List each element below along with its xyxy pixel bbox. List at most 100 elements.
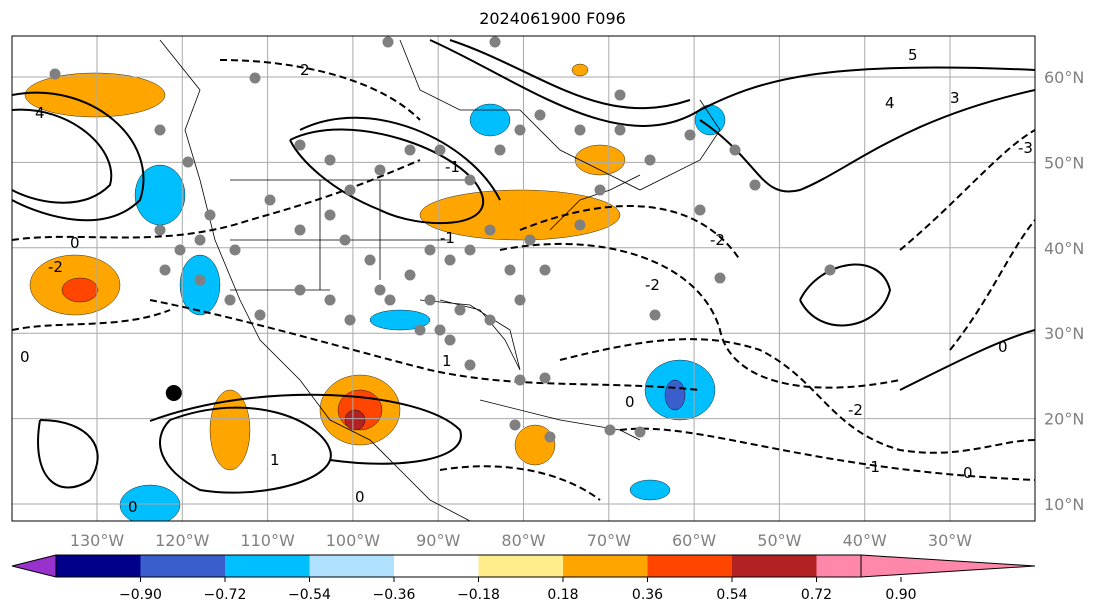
colorbar: −0.90 −0.72 −0.54 −0.36 −0.18 0.18 0.36 0.54 0.7… (11, 554, 1036, 603)
contour-label: 0 (128, 498, 138, 516)
contour-solid (429, 39, 1035, 127)
station-dot (324, 294, 336, 306)
colorbar-segment (732, 555, 817, 577)
contour-label: -2 (848, 401, 863, 419)
colorbar-segment (56, 555, 141, 577)
station-dot (574, 124, 586, 136)
station-dot (404, 144, 416, 156)
shaded-region (574, 144, 626, 176)
colorbar-tick-label: −0.54 (288, 587, 331, 603)
station-dot (424, 244, 436, 256)
station-dot (534, 109, 546, 121)
latitude-label: 10°N (1044, 495, 1084, 514)
contour-solid (12, 91, 145, 222)
station-dot (364, 254, 376, 266)
colorbar-tick-label: −0.90 (119, 587, 162, 603)
station-dot (324, 154, 336, 166)
station-dot (509, 419, 521, 431)
colorbar-extend-high (860, 554, 1036, 578)
colorbar-extend-low (11, 554, 57, 578)
longitude-label: 90°W (416, 531, 460, 550)
station-dot (294, 139, 306, 151)
colorbar-segment (309, 555, 394, 577)
shaded-region (209, 389, 251, 471)
longitude-label: 80°W (501, 531, 545, 550)
station-dot (644, 154, 656, 166)
contour-label: 1 (442, 352, 452, 370)
colorbar-tick-label: −0.36 (373, 587, 416, 603)
station-dot (434, 324, 446, 336)
contour-label: 2 (300, 61, 310, 79)
latitude-label: 50°N (1044, 153, 1084, 172)
shaded-region (664, 379, 686, 411)
station-dot (49, 68, 61, 80)
colorbar-segment (478, 555, 563, 577)
contour-label: -1 (440, 229, 455, 247)
station-dot (264, 194, 276, 206)
anomaly-shading (24, 63, 726, 521)
station-dot (294, 284, 306, 296)
station-dot (339, 234, 351, 246)
contour-label: 0 (70, 234, 80, 252)
colorbar-frame (55, 554, 862, 578)
plot-title: 2024061900 F096 (479, 9, 626, 28)
colorbar-segment (394, 555, 479, 577)
shaded-region (344, 409, 366, 431)
station-dot (454, 304, 466, 316)
contour-label: -2 (48, 258, 63, 276)
station-dot (594, 184, 606, 196)
station-dot (182, 156, 194, 168)
colorbar-segment (647, 555, 732, 577)
shaded-region (119, 484, 181, 521)
shaded-region (469, 103, 511, 137)
latitude-labels: 60°N 50°N 40°N 30°N 20°N 10°N (1044, 68, 1084, 514)
station-dot (384, 294, 396, 306)
station-dot (194, 234, 206, 246)
colorbar-tick-label: 0.36 (632, 587, 663, 603)
contour-label: -1 (865, 458, 880, 476)
station-dot (749, 179, 761, 191)
shaded-region (61, 277, 99, 303)
station-dot (249, 72, 261, 84)
station-dot (484, 314, 496, 326)
contour-solid (37, 419, 99, 489)
shaded-region (419, 189, 621, 241)
station-dot (684, 129, 696, 141)
station-dot (344, 314, 356, 326)
contour-labels: 2 0 -2 4 -1 -1 4 3 5 -3 -2 -2 1 0 0 1 0 -2 -1 0 0 0 (20, 46, 1033, 516)
station-dot (574, 219, 586, 231)
station-dot (539, 372, 551, 384)
station-dot (824, 264, 836, 276)
longitude-label: 100°W (326, 531, 381, 550)
contour-label: 4 (885, 94, 895, 112)
station-dot (544, 431, 556, 443)
station-dot (714, 272, 726, 284)
shaded-region (514, 424, 556, 466)
latitude-label: 40°N (1044, 239, 1084, 258)
station-dot (434, 144, 446, 156)
station-dot (159, 264, 171, 276)
longitude-label: 130°W (70, 531, 125, 550)
colorbar-tick-label: 0.54 (716, 587, 747, 603)
station-dot (614, 89, 626, 101)
contour-dashed (899, 129, 1035, 251)
contour-label: -2 (710, 231, 725, 249)
station-dot (294, 224, 306, 236)
contour-label: -2 (645, 276, 660, 294)
station-dot (154, 224, 166, 236)
contour-solid (159, 406, 332, 494)
longitude-label: 110°W (240, 531, 295, 550)
shaded-region (369, 309, 431, 331)
station-dot (694, 204, 706, 216)
station-dot (374, 284, 386, 296)
longitude-label: 50°W (757, 531, 801, 550)
station-dot (539, 264, 551, 276)
station-dot (414, 324, 426, 336)
station-dot (489, 36, 501, 48)
station-dot (524, 234, 536, 246)
contour-label: -3 (1018, 139, 1033, 157)
colorbar-segment (225, 555, 310, 577)
station-dot (464, 244, 476, 256)
longitude-label: 40°W (843, 531, 887, 550)
contour-dashed (149, 299, 701, 391)
